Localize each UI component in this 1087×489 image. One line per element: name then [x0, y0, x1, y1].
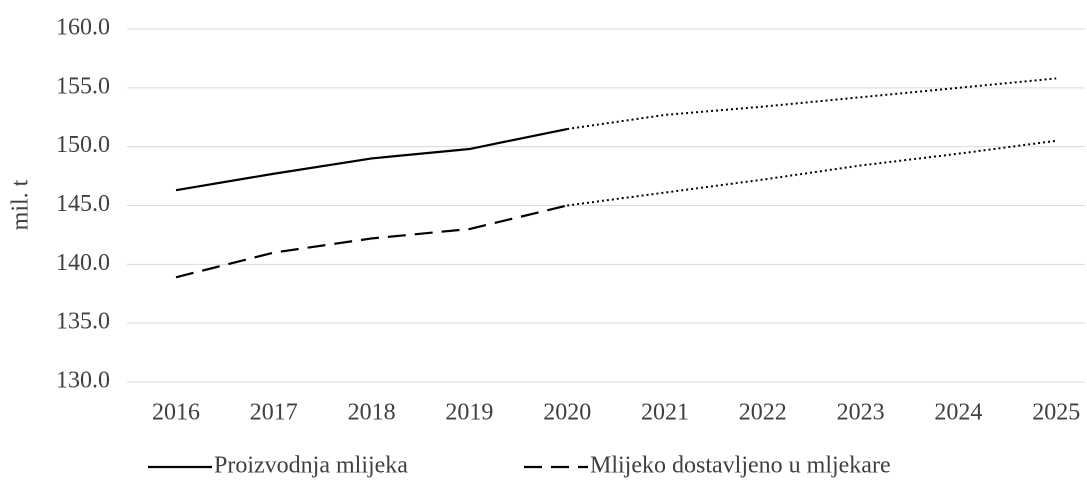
x-tick-label: 2024: [934, 400, 982, 426]
x-tick-label: 2016: [152, 400, 200, 426]
x-tick-label: 2020: [543, 400, 591, 426]
projection-line: [567, 139, 1057, 207]
y-axis-label: mil. t: [8, 179, 34, 230]
y-tick-label: 145.0: [56, 191, 110, 217]
x-tick-label: 2022: [739, 400, 787, 426]
x-tick-label: 2018: [348, 400, 396, 426]
x-tick-label: 2019: [445, 400, 493, 426]
x-tick-label: 2021: [641, 400, 689, 426]
y-tick-label: 150.0: [56, 132, 110, 158]
x-tick-label: 2017: [250, 400, 298, 426]
y-tick-label: 140.0: [56, 250, 110, 276]
x-tick-label: 2025: [1032, 400, 1080, 426]
series-line: [175, 204, 568, 279]
projection-line: [567, 77, 1057, 131]
x-tick-label: 2023: [837, 400, 885, 426]
y-tick-label: 130.0: [56, 368, 110, 394]
y-tick-label: 155.0: [56, 73, 110, 99]
legend-label: Proizvodnja mlijeka: [214, 453, 408, 479]
y-tick-label: 135.0: [56, 309, 110, 335]
series-line: [175, 127, 568, 192]
y-tick-label: 160.0: [56, 15, 110, 41]
legend-label: Mlijeko dostavljeno u mljekare: [590, 453, 891, 479]
